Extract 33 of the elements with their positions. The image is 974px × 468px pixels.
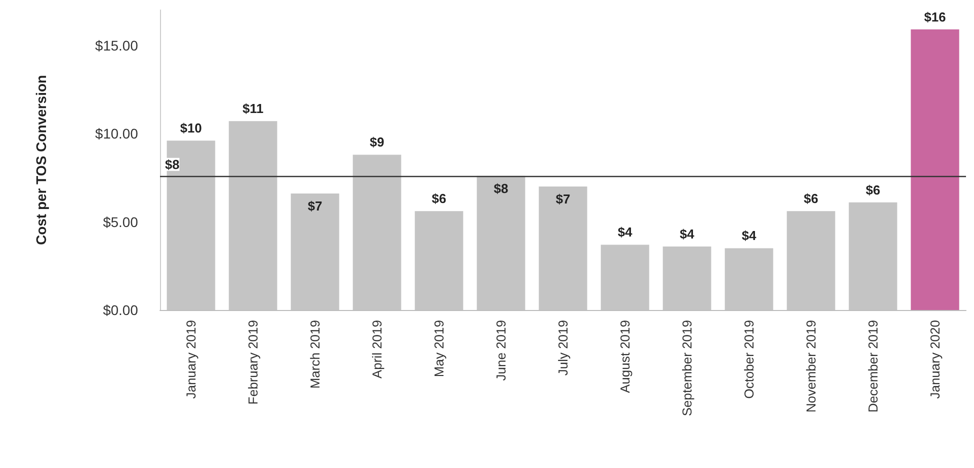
x-tick-label: January 2019 bbox=[184, 320, 198, 399]
x-tick-label: October 2019 bbox=[742, 320, 756, 399]
data-label: $7 bbox=[556, 191, 570, 206]
x-tick-label: August 2019 bbox=[618, 320, 632, 394]
x-tick-label: April 2019 bbox=[370, 320, 384, 379]
ref-line-label: $8 bbox=[165, 156, 180, 172]
x-tick-label: June 2019 bbox=[494, 320, 508, 381]
x-tick-label: December 2019 bbox=[866, 320, 880, 412]
data-label: $6 bbox=[866, 182, 880, 198]
data-label: $11 bbox=[242, 101, 264, 116]
data-label: $4 bbox=[742, 228, 757, 244]
data-label: $9 bbox=[370, 134, 384, 150]
x-tick-label: February 2019 bbox=[246, 320, 260, 405]
data-label: $16 bbox=[924, 9, 946, 24]
y-tick-label: $15.00 bbox=[95, 37, 138, 54]
x-tick-label: November 2019 bbox=[804, 320, 818, 412]
x-tick-label: March 2019 bbox=[308, 320, 322, 389]
data-label: $10 bbox=[180, 120, 202, 136]
y-tick-label: $10.00 bbox=[95, 126, 138, 142]
data-label: $6 bbox=[432, 191, 446, 206]
y-tick-label: $0.00 bbox=[102, 302, 138, 318]
data-label: $4 bbox=[618, 224, 633, 240]
y-tick-label: $5.00 bbox=[102, 214, 138, 230]
bar bbox=[910, 29, 960, 310]
x-tick-label: January 2020 bbox=[928, 320, 942, 399]
x-tick-label: September 2019 bbox=[680, 320, 694, 416]
data-label: $7 bbox=[308, 198, 322, 214]
data-label: $6 bbox=[804, 191, 818, 206]
x-tick-label: July 2019 bbox=[556, 320, 570, 376]
y-axis-title: Cost per TOS Conversion bbox=[33, 74, 49, 246]
x-tick-label: May 2019 bbox=[432, 320, 446, 378]
data-label: $8 bbox=[494, 180, 508, 196]
data-label: $4 bbox=[680, 226, 695, 242]
